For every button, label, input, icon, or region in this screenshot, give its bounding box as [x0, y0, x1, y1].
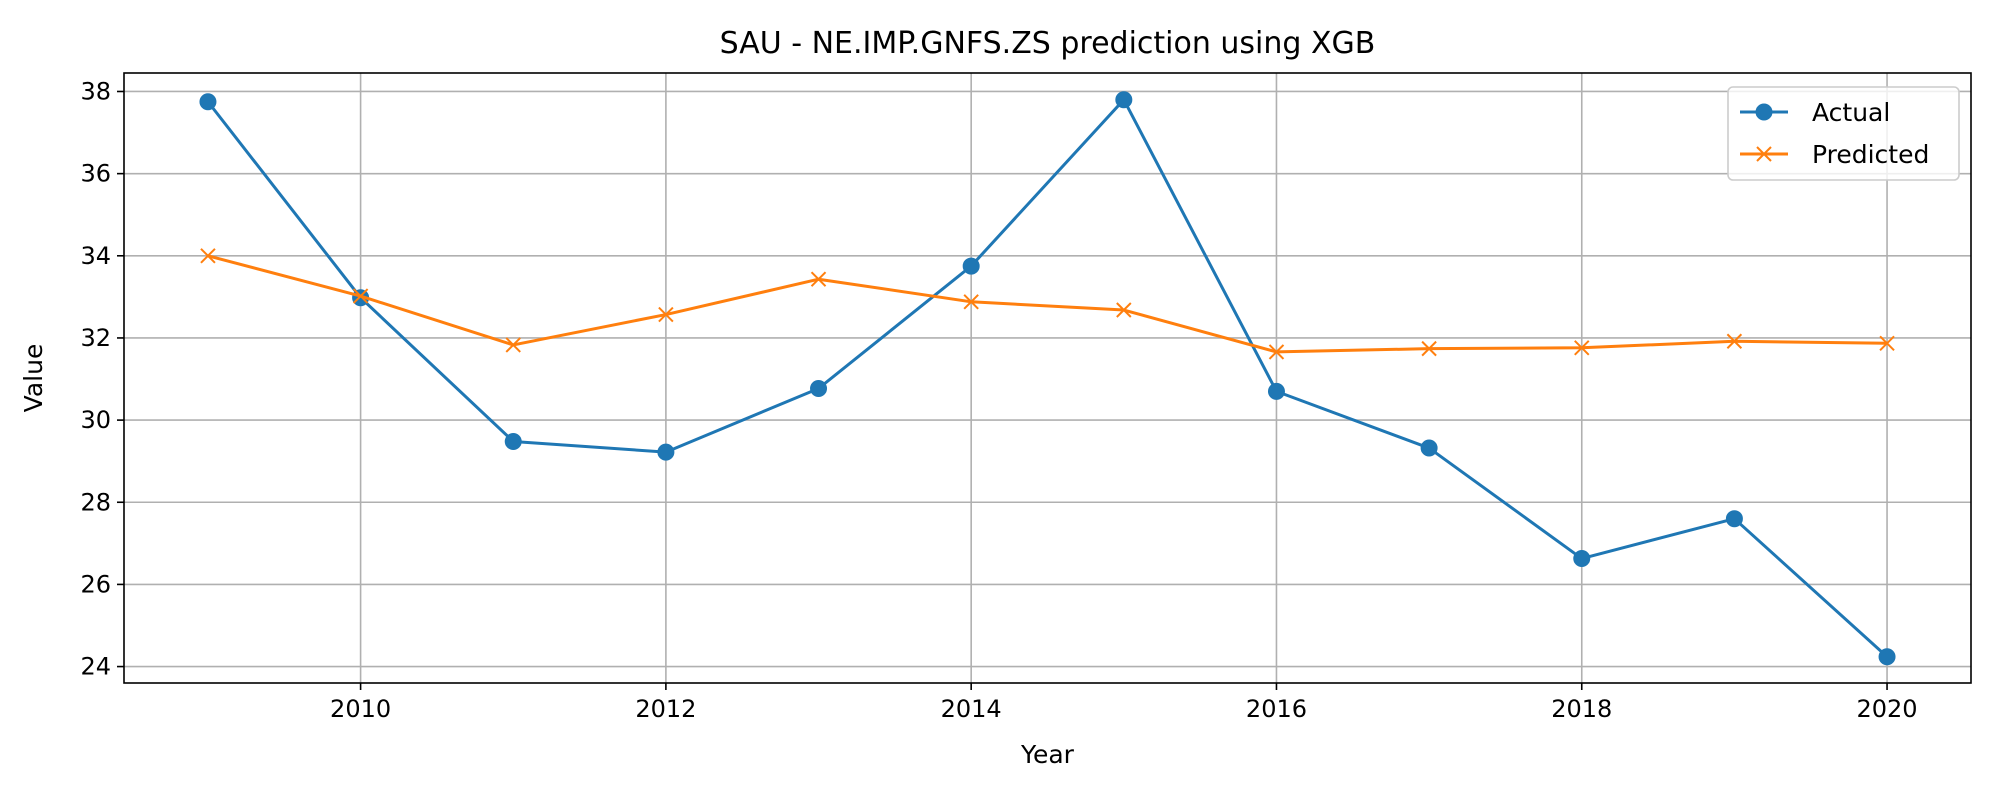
plot-frame	[123, 72, 1972, 684]
data-point-predicted	[658, 306, 674, 323]
data-point-predicted	[1879, 335, 1895, 351]
data-point-predicted	[1116, 302, 1132, 318]
legend-item-actual: Actual	[1740, 98, 1890, 127]
data-point-actual	[657, 443, 675, 461]
data-point-actual	[962, 257, 980, 275]
y-tick-label: 26	[80, 570, 111, 598]
y-tick-label: 30	[80, 406, 111, 434]
y-tick-label: 24	[80, 653, 111, 681]
x-tick-label: 2016	[1246, 695, 1307, 723]
data-point-actual	[1573, 550, 1591, 568]
y-tick-label: 36	[80, 160, 111, 188]
legend-label-actual: Actual	[1812, 98, 1890, 127]
y-tick-label: 38	[80, 77, 111, 105]
legend: Actual Predicted	[1727, 86, 1960, 181]
chart-title: SAU - NE.IMP.GNFS.ZS prediction using XG…	[720, 26, 1376, 61]
x-axis-label: Year	[1020, 740, 1075, 769]
data-point-predicted	[963, 294, 979, 310]
series-line-actual	[206, 98, 1889, 658]
data-point-predicted	[1268, 344, 1285, 360]
data-point-actual	[1267, 382, 1285, 400]
y-tick-label: 32	[80, 324, 111, 352]
data-point-actual	[1115, 91, 1133, 109]
data-point-actual	[810, 379, 828, 397]
series-line-predicted	[207, 254, 1888, 354]
series-layer	[199, 91, 1896, 666]
x-tick-label: 2014	[941, 695, 1002, 723]
data-point-actual	[199, 93, 217, 111]
data-point-predicted	[200, 248, 216, 264]
data-point-predicted	[505, 337, 521, 353]
legend-marker-predicted	[1756, 146, 1772, 162]
y-axis-label: Value	[19, 344, 48, 413]
data-point-predicted	[1421, 340, 1437, 357]
data-point-actual	[1878, 648, 1896, 666]
data-point-actual	[1725, 510, 1743, 528]
data-point-predicted	[352, 288, 369, 304]
data-point-predicted	[1574, 340, 1590, 356]
legend-box	[1727, 86, 1960, 181]
legend-marker-actual	[1755, 103, 1773, 121]
series-predicted	[200, 248, 1895, 360]
data-point-actual	[1420, 439, 1438, 457]
data-point-predicted	[1726, 333, 1743, 349]
legend-item-predicted: Predicted	[1740, 140, 1929, 169]
x-tick-label: 2018	[1551, 695, 1612, 723]
x-tick-label: 2012	[635, 695, 696, 723]
y-tick-label: 28	[80, 488, 111, 516]
legend-label-predicted: Predicted	[1812, 140, 1929, 169]
x-tick-label: 2020	[1857, 695, 1918, 723]
data-point-predicted	[810, 271, 827, 287]
data-point-actual	[504, 432, 522, 450]
series-actual	[199, 91, 1896, 666]
tick-layer: 2010 2012 2014 2016 2018 2020 24 26 28 30 32 34 36 38	[80, 77, 1917, 723]
x-tick-label: 2010	[330, 695, 391, 723]
y-tick-label: 34	[80, 242, 111, 270]
